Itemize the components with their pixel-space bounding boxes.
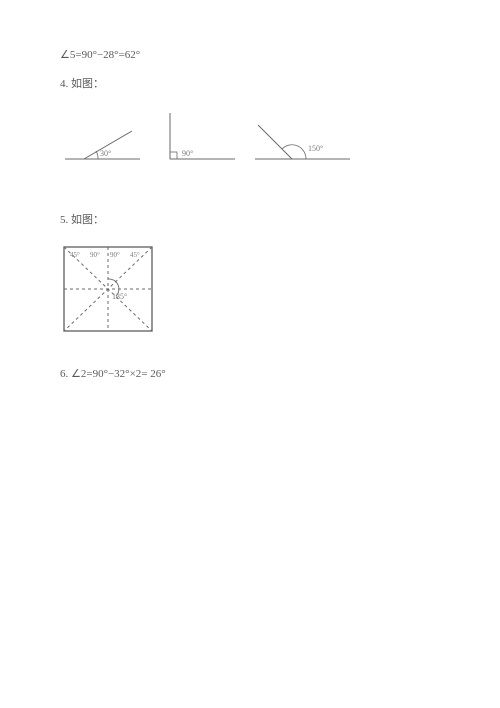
- angle-30-label: 30°: [100, 149, 111, 158]
- q6-label-text: 6. ∠2=90°−32°×2= 26°: [60, 368, 166, 380]
- fig5-tl-45b: 45°: [130, 251, 140, 259]
- q4-label-text: 4. 如图：: [60, 78, 104, 90]
- angle-30-shape: 30°: [65, 131, 140, 159]
- angle-90-shape: 90°: [170, 113, 235, 159]
- fig5-svg: 45° 90° 90° 45° 135°: [60, 241, 156, 337]
- fig5-tl-45: 45°: [70, 251, 80, 259]
- angle-150-label: 150°: [308, 144, 323, 153]
- fig5-tl-90a: 90°: [90, 251, 100, 259]
- equation-line: ∠5=90°−28°=62°: [60, 48, 440, 61]
- angle-150-shape: 150°: [255, 125, 350, 159]
- page-content: ∠5=90°−28°=62° 4. 如图： 30° 90°: [60, 48, 440, 394]
- angle-90-label: 90°: [182, 149, 193, 158]
- fig5-tl-90b: 90°: [110, 251, 120, 259]
- q4-label: 4. 如图：: [60, 75, 440, 91]
- q5-label-text: 5. 如图：: [60, 214, 104, 226]
- q5-label: 5. 如图：: [60, 211, 440, 227]
- fig5-center-label: 135°: [112, 292, 127, 301]
- q6-label: 6. ∠2=90°−32°×2= 26°: [60, 367, 440, 380]
- figure-4: 30° 90° 150°: [60, 111, 440, 181]
- figure-5: 45° 90° 90° 45° 135°: [60, 241, 156, 337]
- eq-top-text: ∠5=90°−28°=62°: [60, 49, 140, 61]
- fig4-svg: 30° 90° 150°: [60, 111, 360, 171]
